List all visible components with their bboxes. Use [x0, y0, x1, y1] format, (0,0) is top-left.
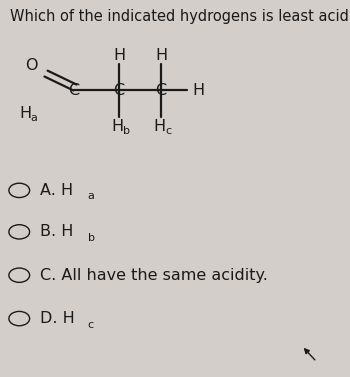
Text: c: c: [165, 126, 171, 136]
Text: H: H: [111, 119, 123, 134]
Text: B. H: B. H: [40, 224, 74, 239]
Text: b: b: [122, 126, 130, 136]
Text: D. H: D. H: [40, 311, 75, 326]
Text: b: b: [88, 233, 95, 243]
Text: H: H: [153, 119, 165, 134]
Text: Which of the indicated hydrogens is least acidic?: Which of the indicated hydrogens is leas…: [10, 9, 350, 25]
Text: a: a: [30, 113, 37, 123]
Text: a: a: [88, 192, 95, 201]
Text: H: H: [113, 48, 125, 63]
Text: C: C: [113, 83, 125, 98]
Text: C. All have the same acidity.: C. All have the same acidity.: [40, 268, 268, 283]
Text: O: O: [25, 58, 38, 74]
Text: c: c: [88, 320, 94, 329]
Text: C: C: [155, 83, 167, 98]
Text: C: C: [68, 83, 79, 98]
Text: A. H: A. H: [40, 183, 74, 198]
Text: H: H: [19, 106, 31, 121]
Text: H: H: [155, 48, 167, 63]
Text: H: H: [193, 83, 204, 98]
